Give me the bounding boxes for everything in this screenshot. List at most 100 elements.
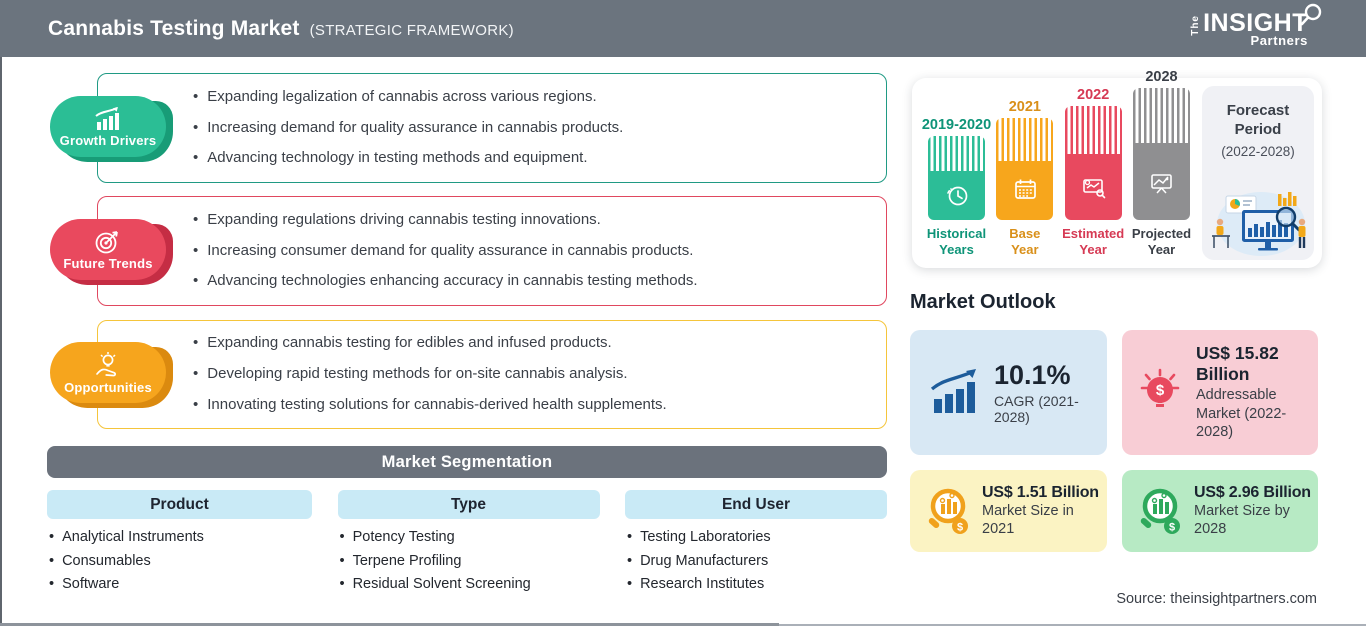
magnifier-chart-icon: $ — [1140, 488, 1180, 534]
segmentation-columns: Product Analytical Instruments Consumabl… — [47, 490, 887, 593]
bullet-item: Advancing technologies enhancing accurac… — [193, 272, 866, 291]
timeline-card: 2019-2020 Historical Years 2021 — [912, 69, 1322, 268]
bullet-item: Expanding cannabis testing for edibles a… — [193, 334, 866, 353]
logo-partners-text: Partners — [1250, 32, 1308, 48]
list-item: Research Institutes — [627, 576, 887, 593]
bar-year: 2021 — [1008, 99, 1041, 115]
magnifier-icon — [1300, 3, 1322, 25]
market-segmentation-title: Market Segmentation — [381, 452, 553, 471]
card-label: Market Size in 2021 — [982, 502, 1074, 537]
badge-label: Opportunities — [64, 379, 152, 395]
column-list: Potency Testing Terpene Profiling Residu… — [338, 529, 600, 593]
segmentation-column-type: Type Potency Testing Terpene Profiling R… — [337, 490, 600, 593]
bar-stripes — [928, 136, 985, 172]
bar-solid — [996, 160, 1054, 220]
card-text: US$ 2.96 Billion Market Size by 2028 — [1194, 484, 1312, 538]
forecast-period-panel: Forecast Period (2022-2028) — [1202, 86, 1314, 260]
list-item: Terpene Profiling — [340, 553, 600, 570]
bar-shape — [996, 118, 1054, 220]
bar-label: Estimated Year — [1062, 226, 1125, 257]
bullet-item: Advancing technology in testing methods … — [193, 149, 866, 168]
badge-face: Opportunities — [50, 342, 166, 403]
card-label: CAGR (2021-2028) — [994, 393, 1079, 425]
card-label: Addressable Market (2022-2028) — [1196, 386, 1287, 441]
svg-text:$: $ — [1156, 382, 1165, 399]
page-title: Cannabis Testing Market (STRATEGIC FRAMEW… — [48, 17, 514, 41]
svg-text:$: $ — [1169, 522, 1175, 534]
svg-text:$: $ — [957, 522, 963, 534]
growth-chart-icon — [95, 106, 119, 130]
analytics-illustration — [1212, 192, 1306, 256]
card-icon-wrap: $ — [1134, 484, 1186, 538]
market-size-2028-card: $ US$ 2.96 Billion Market Size by 2028 — [1122, 470, 1318, 552]
list-item: Software — [49, 576, 312, 593]
magnifier-chart-icon: $ — [928, 488, 968, 534]
bar-shape — [928, 136, 985, 220]
list-item: Drug Manufacturers — [627, 553, 887, 570]
market-segmentation-bar: Market Segmentation — [47, 446, 887, 478]
timeline-bar-base: 2021 Base Year — [996, 99, 1054, 258]
target-icon — [95, 231, 118, 254]
column-list: Analytical Instruments Consumables Softw… — [47, 529, 312, 593]
market-size-2021-card: $ US$ 1.51 Billion Market Size in 2021 — [910, 470, 1107, 552]
card-icon-wrap — [926, 367, 984, 419]
projection-board-icon — [1151, 173, 1173, 194]
bar-stripes — [996, 118, 1054, 161]
bar-label: Historical Years — [926, 226, 987, 257]
bullet-item: Innovating testing solutions for cannabi… — [193, 396, 866, 415]
logo-wordmark: INSIGHT Partners — [1203, 3, 1322, 48]
bar-shape — [1132, 88, 1190, 220]
bar-year: 2028 — [1145, 69, 1178, 85]
hand-bulb-icon — [96, 351, 116, 376]
growth-drivers-badge: Growth Drivers — [50, 96, 173, 162]
bar-label: Projected Year — [1131, 226, 1192, 257]
bottom-edge-line-dark — [0, 623, 779, 626]
card-text: US$ 1.51 Billion Market Size in 2021 — [982, 484, 1101, 538]
segmentation-column-end-user: End User Testing Laboratories Drug Manuf… — [625, 490, 887, 593]
logo-the-text: The — [1190, 14, 1202, 36]
bullet-item: Increasing consumer demand for quality a… — [193, 242, 866, 261]
card-icon-wrap: $ — [922, 484, 974, 538]
bar-solid — [1064, 153, 1122, 220]
page-title-main: Cannabis Testing Market — [48, 16, 300, 40]
card-icon-wrap: $ — [1134, 362, 1186, 424]
forecast-period-range: (2022-2028) — [1221, 143, 1295, 159]
source-attribution: Source: theinsightpartners.com — [1116, 591, 1317, 607]
estimate-chart-icon — [1083, 179, 1106, 199]
growth-chart-icon — [930, 368, 976, 413]
card-value: US$ 1.51 Billion — [982, 483, 1099, 501]
bar-year: 2022 — [1077, 87, 1110, 103]
header-bar: Cannabis Testing Market (STRATEGIC FRAMEW… — [0, 0, 1366, 57]
opportunities-box: Expanding cannabis testing for edibles a… — [97, 320, 887, 429]
bar-solid — [928, 171, 985, 220]
cagr-card: 10.1% CAGR (2021-2028) — [910, 330, 1107, 455]
card-label: Market Size by 2028 — [1194, 502, 1290, 537]
bar-year: 2019-2020 — [921, 117, 992, 133]
badge-label: Future Trends — [63, 256, 153, 271]
column-header: Product — [47, 490, 312, 519]
left-edge-line — [0, 57, 2, 626]
logo-insight-text: INSIGHT — [1203, 8, 1308, 37]
list-item: Analytical Instruments — [49, 529, 312, 546]
timeline-bar-projected: 2028 Projected Year — [1131, 69, 1192, 258]
bullet-item: Developing rapid testing methods for on-… — [193, 365, 866, 384]
bar-stripes — [1064, 106, 1122, 154]
list-item: Testing Laboratories — [627, 529, 887, 546]
segmentation-column-product: Product Analytical Instruments Consumabl… — [47, 490, 312, 593]
market-outlook-title: Market Outlook — [910, 291, 1056, 313]
list-item: Consumables — [49, 553, 312, 570]
clock-history-icon — [946, 186, 967, 205]
column-list: Testing Laboratories Drug Manufacturers … — [625, 529, 887, 593]
forecast-period-title: Forecast Period — [1226, 102, 1290, 138]
timeline-bar-estimated: 2022 Estimated Year — [1062, 87, 1125, 258]
bar-stripes — [1132, 88, 1190, 144]
card-text: US$ 15.82 Billion Addressable Market (20… — [1196, 343, 1310, 443]
calendar-icon — [1014, 179, 1036, 200]
page-title-subtitle: (STRATEGIC FRAMEWORK) — [309, 21, 514, 39]
card-value: US$ 15.82 Billion — [1196, 342, 1279, 384]
timeline-bar-historical: 2019-2020 Historical Years — [922, 117, 991, 258]
bulb-dollar-icon: $ — [1140, 368, 1180, 407]
badge-face: Future Trends — [50, 219, 166, 280]
column-header: End User — [625, 490, 887, 519]
bar-solid — [1132, 143, 1190, 220]
